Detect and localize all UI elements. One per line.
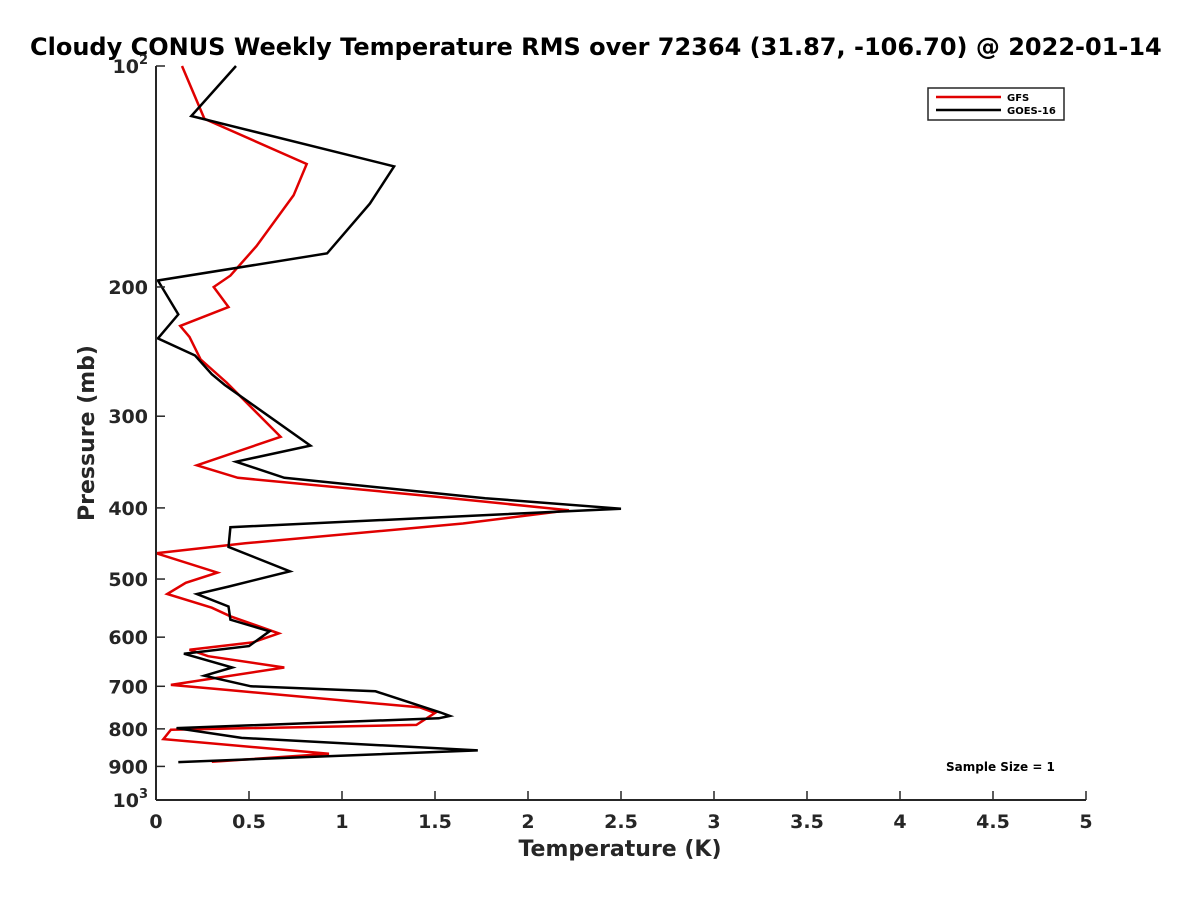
plot-area: 0 0.5 1 1.5 2 2.5 3 3.5 4 4.5 5 102 200 300 400 500 600… [108,53,1092,833]
y-tick-label: 400 [108,498,148,520]
x-tick-label: 0.5 [232,811,266,833]
y-axis-ticks: 102 200 300 400 500 600 700 800 900 103 [108,53,165,812]
y-tick-label: 102 [113,53,149,78]
sample-size-annotation: Sample Size = 1 [946,760,1055,774]
legend-label-goes16: GOES-16 [1007,106,1056,117]
y-tick-label: 500 [108,569,148,591]
x-tick-label: 1.5 [418,811,452,833]
legend-label-gfs: GFS [1007,93,1029,104]
x-tick-label: 3.5 [790,811,824,833]
x-tick-label: 2 [521,811,534,833]
legend-box [927,87,1065,121]
x-axis-label: Temperature (K) [518,837,721,862]
y-tick-label: 800 [108,719,148,741]
x-tick-label: 2.5 [604,811,638,833]
y-axis-label: Pressure (mb) [75,345,100,521]
y-tick-label: 200 [108,277,148,299]
x-tick-label: 5 [1079,811,1092,833]
series-layer [155,65,622,764]
x-axis-ticks: 0 0.5 1 1.5 2 2.5 3 3.5 4 4.5 5 [149,791,1093,833]
x-tick-label: 4 [893,811,906,833]
x-tick-label: 1 [335,811,348,833]
y-tick-label: 700 [108,676,148,698]
series-line-gfs [155,65,570,764]
x-tick-label: 3 [707,811,720,833]
legend: GFS GOES-16 [927,87,1065,121]
series-line-goes-16 [155,65,622,764]
x-tick-label: 4.5 [976,811,1010,833]
y-tick-label: 900 [108,756,148,778]
y-tick-label: 300 [108,406,148,428]
chart-title: Cloudy CONUS Weekly Temperature RMS over… [30,33,1162,61]
x-tick-label: 0 [149,811,162,833]
y-tick-label: 103 [113,787,149,812]
y-tick-label: 600 [108,627,148,649]
